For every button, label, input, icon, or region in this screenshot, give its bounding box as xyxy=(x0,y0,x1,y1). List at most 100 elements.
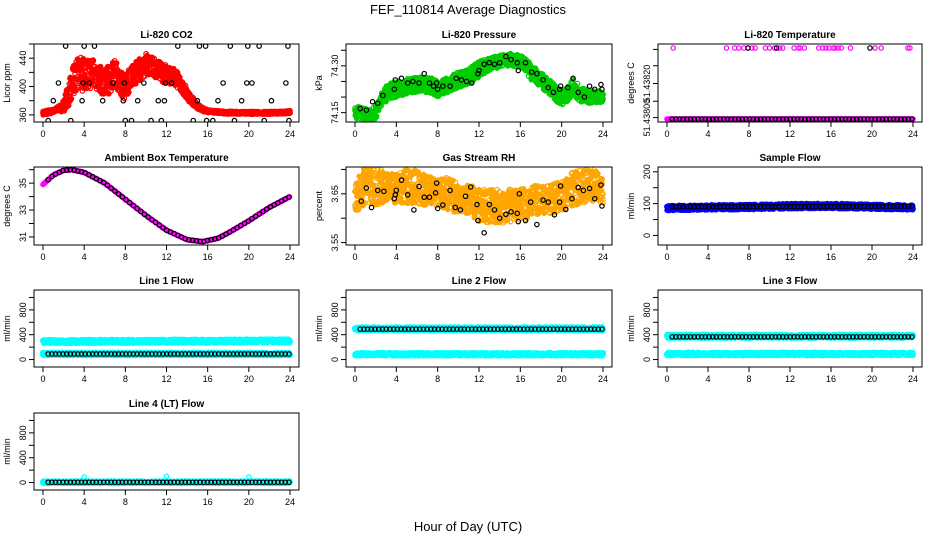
series-raw xyxy=(664,45,916,122)
data-point xyxy=(801,45,808,51)
data-point xyxy=(752,45,758,51)
data-point xyxy=(598,81,604,88)
y-tick-label: 51.43820 xyxy=(642,65,652,103)
x-tick-label: 0 xyxy=(40,252,45,262)
data-point xyxy=(820,116,827,122)
data-point xyxy=(728,116,734,122)
data-point xyxy=(286,109,293,115)
data-point xyxy=(186,237,192,243)
data-point xyxy=(411,207,417,213)
data-point xyxy=(474,201,480,208)
data-point xyxy=(743,116,749,122)
data-point xyxy=(574,176,580,183)
y-axis-label: percent xyxy=(314,190,324,221)
data-point xyxy=(161,97,168,104)
data-point xyxy=(81,44,87,49)
x-tick-label: 12 xyxy=(474,129,484,139)
data-point xyxy=(839,116,845,122)
series-average xyxy=(358,177,605,236)
data-point xyxy=(261,117,268,122)
x-tick-label: 8 xyxy=(123,252,128,262)
y-tick-label: 51.43800 xyxy=(642,99,652,137)
x-tick-label: 4 xyxy=(82,129,87,139)
data-point xyxy=(475,70,481,77)
panel-title: Gas Stream RH xyxy=(443,153,516,164)
data-point xyxy=(861,116,867,122)
data-point xyxy=(515,218,522,225)
data-point xyxy=(220,80,226,86)
data-point xyxy=(838,45,845,51)
data-point xyxy=(68,96,75,102)
x-tick-label: 12 xyxy=(785,129,795,139)
data-point xyxy=(194,97,201,104)
data-point xyxy=(141,211,148,218)
data-point xyxy=(97,63,104,70)
data-point xyxy=(551,211,558,218)
data-point xyxy=(687,116,694,122)
data-point xyxy=(773,45,780,51)
data-point xyxy=(698,116,705,122)
series-raw xyxy=(352,50,606,122)
data-point xyxy=(846,116,853,122)
data-point xyxy=(706,116,712,122)
data-point xyxy=(867,45,873,51)
data-point xyxy=(783,116,790,122)
data-point xyxy=(574,80,581,87)
data-point xyxy=(878,45,885,51)
data-point xyxy=(283,80,289,86)
data-point xyxy=(894,116,901,122)
data-point xyxy=(540,77,546,83)
plot-frame xyxy=(657,43,923,123)
data-point xyxy=(72,70,78,77)
data-point xyxy=(215,97,221,104)
data-point xyxy=(467,184,474,190)
data-point xyxy=(393,187,400,194)
data-point xyxy=(67,167,74,173)
x-tick-label: 20 xyxy=(244,252,254,262)
data-point xyxy=(887,116,893,122)
data-point xyxy=(410,78,416,85)
data-point xyxy=(570,75,576,82)
data-point xyxy=(586,185,593,192)
data-point xyxy=(780,116,786,122)
plot-frame xyxy=(33,166,300,246)
data-point xyxy=(243,80,250,86)
data-point xyxy=(850,116,856,122)
data-point xyxy=(545,84,552,91)
data-point xyxy=(491,207,498,213)
data-point xyxy=(595,170,601,177)
series-raw xyxy=(352,167,606,226)
data-point xyxy=(771,45,778,51)
data-point xyxy=(128,117,135,122)
data-point xyxy=(503,53,509,60)
data-point xyxy=(152,219,159,226)
data-point xyxy=(363,107,370,113)
data-point xyxy=(514,59,521,66)
data-point xyxy=(768,116,775,122)
x-tick-label: 12 xyxy=(161,129,171,139)
data-point xyxy=(60,167,66,174)
data-point xyxy=(421,70,428,77)
y-tick-label: 3.65 xyxy=(330,185,340,203)
x-tick-label: 8 xyxy=(123,129,128,139)
data-point xyxy=(575,89,582,96)
data-point xyxy=(776,45,783,51)
panel-title: Sample Flow xyxy=(759,153,820,164)
data-point xyxy=(835,45,841,51)
data-point xyxy=(381,188,387,195)
data-point xyxy=(404,80,411,86)
data-point xyxy=(508,209,514,215)
data-point xyxy=(404,191,411,198)
data-point xyxy=(562,206,569,213)
data-point xyxy=(528,69,535,75)
data-point xyxy=(256,44,262,49)
y-axis-label: ml/min xyxy=(626,193,636,220)
data-point xyxy=(879,116,886,122)
data-point xyxy=(695,116,701,122)
data-point xyxy=(445,206,451,213)
data-point xyxy=(545,199,552,205)
data-point xyxy=(823,45,829,51)
data-point xyxy=(723,45,730,51)
